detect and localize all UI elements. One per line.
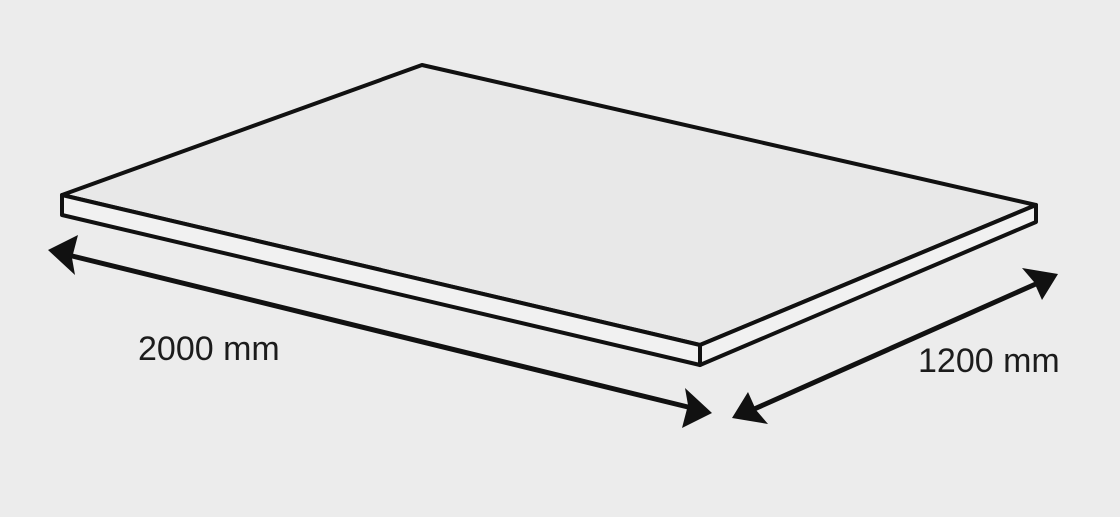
width-dimension-arrow — [732, 268, 1058, 424]
arrowhead-top — [1022, 268, 1058, 300]
length-dimension-label: 2000 mm — [138, 330, 280, 368]
board-top-face — [60, 63, 1038, 347]
arrowhead-bottom — [732, 392, 768, 424]
width-dimension-label: 1200 mm — [918, 342, 1060, 380]
board-side-edge — [698, 203, 1038, 367]
length-dimension-arrow — [48, 235, 712, 428]
arrowhead-right — [682, 388, 712, 428]
arrowhead-left — [48, 235, 78, 275]
